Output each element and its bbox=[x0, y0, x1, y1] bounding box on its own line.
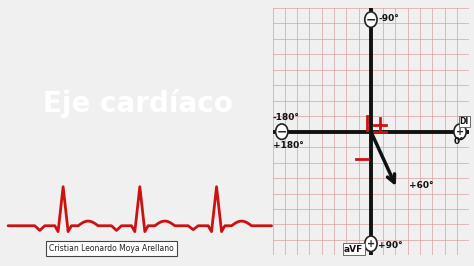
Text: -180°: -180° bbox=[273, 113, 300, 122]
Circle shape bbox=[365, 236, 377, 251]
Text: +: + bbox=[367, 239, 375, 249]
Circle shape bbox=[275, 124, 288, 139]
Text: -90°: -90° bbox=[378, 14, 399, 23]
Text: +: + bbox=[456, 127, 464, 137]
Circle shape bbox=[454, 124, 466, 139]
Text: Cristian Leonardo Moya Arellano: Cristian Leonardo Moya Arellano bbox=[49, 244, 174, 253]
Text: 0°: 0° bbox=[454, 137, 465, 146]
Text: Eje cardíaco: Eje cardíaco bbox=[43, 89, 232, 118]
Text: aVF: aVF bbox=[344, 245, 363, 254]
Text: DI: DI bbox=[460, 117, 469, 126]
Circle shape bbox=[365, 12, 377, 27]
Text: −: − bbox=[365, 13, 376, 26]
Text: −: − bbox=[276, 125, 287, 138]
Text: +180°: +180° bbox=[273, 141, 303, 150]
Text: +60°: +60° bbox=[409, 181, 434, 190]
Text: +90°: +90° bbox=[378, 241, 403, 250]
